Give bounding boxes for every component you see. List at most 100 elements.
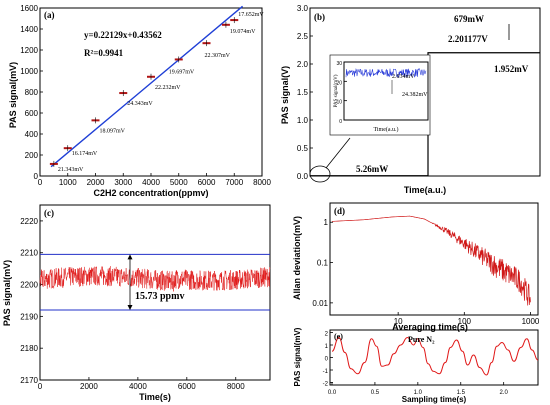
panel-e-trace (331, 336, 539, 376)
panel-c-noise-trace (39, 266, 271, 292)
panel-d-ytick-label: 1 (324, 218, 329, 227)
panel-b-inset-ytick-label: 0 (339, 119, 342, 125)
panel-a-ytick-label: 0 (34, 172, 39, 181)
panel-a-point-label: 22.307mV (205, 53, 231, 59)
panel-a-xtick-label: 0 (38, 178, 43, 187)
panel-c-ytick-label: 2190 (20, 312, 38, 321)
panel-b-high-error: 1.952mV (494, 64, 529, 74)
panel-b-zoom-arrow (325, 137, 351, 169)
panel-d-xlabel: Averaging time(s) (392, 322, 468, 332)
panel-e-ytick-label: -2 (323, 382, 329, 388)
panel-b-high-value: 2.201177V (448, 34, 488, 44)
panel-a-xtick-label: 7000 (225, 178, 243, 187)
panel-a-point-label: 19.697mV (169, 69, 195, 75)
panel-d-xtick-label: 100 (458, 317, 472, 326)
panel-a-fit-line (50, 5, 244, 168)
panel-a-r-squared: R²=0.9941 (84, 48, 124, 58)
panel-e: -2 -1 0 1 2 0.0 0.5 1.0 1.5 2.0 (e) Pure N₂ PAS … (293, 327, 539, 404)
panel-a-ytick-label: 1000 (20, 67, 38, 76)
panel-a-point-label: 22.232mV (155, 85, 181, 91)
panel-e-ytick-label: 1 (325, 344, 329, 350)
panel-e-label: (e) (334, 332, 343, 341)
panel-d-allan-curve (332, 215, 531, 306)
panel-b-inset-ytick-label: 10 (336, 100, 342, 106)
panel-a-xtick-label: 5000 (170, 178, 188, 187)
panel-a-xtick-label: 1000 (59, 178, 77, 187)
panel-e-ytick-label: 0 (325, 357, 329, 363)
panel-b-inset-ytick-label: 30 (336, 61, 342, 67)
panel-a-point-label: 24.343mV (127, 101, 153, 107)
panel-c-frame (39, 204, 271, 381)
panel-a-ytick-label: 1600 (20, 4, 38, 13)
panel-a-xtick-label: 8000 (253, 178, 271, 187)
panel-a: 0 200 400 600 800 1000 1200 1400 1600 0 1000 2000 3… (8, 4, 271, 198)
panel-e-xtick-label: 1.0 (414, 390, 423, 396)
panel-e-annotation: Pure N₂ (408, 335, 435, 344)
panel-b-xlabel: Time(a.u.) (404, 185, 446, 195)
panel-b-ytick-label: 3.0 (297, 4, 309, 13)
panel-b-ylabel: PAS signal(V) (280, 66, 290, 124)
panel-b-ytick-label: 2.0 (297, 60, 309, 69)
panel-e-ytick-label: -1 (323, 369, 329, 375)
panel-b-inset-trace (345, 68, 427, 79)
panel-d-label: (d) (334, 206, 345, 216)
panel-a-ytick-label: 600 (25, 109, 39, 118)
panel-a-label: (a) (44, 10, 55, 20)
panel-a-ylabel: PAS signal(mV) (8, 62, 18, 128)
panel-c-ytick-label: 2220 (20, 217, 38, 226)
panel-b-inset: 0 10 20 30 2.034mV 24.382mV Time(a.u.) PAS … (329, 54, 431, 136)
panel-b-ytick-label: 1.5 (297, 88, 309, 97)
panel-b-inset-mean: 24.382mV (402, 92, 428, 98)
panel-d-xtick-label: 1000 (522, 317, 540, 326)
panel-c-ytick-label: 2170 (20, 376, 38, 385)
panel-d-xtick-label: 10 (394, 317, 403, 326)
panel-a-xlabel: C2H2 concentration(ppmv) (93, 188, 208, 198)
panel-a-point-label: 16.174mV (72, 151, 98, 157)
panel-b-label: (b) (314, 12, 325, 22)
panel-a-ytick-label: 400 (25, 130, 39, 139)
panel-b-inset-error: 2.034mV (392, 74, 415, 80)
panel-a-ytick-label: 1400 (20, 25, 38, 34)
panel-e-xtick-label: 0.0 (328, 390, 337, 396)
panel-e-ylabel: PAS signal(mV) (293, 327, 302, 386)
panel-c-xlabel: Time(s) (139, 392, 171, 402)
panel-d-ylabel: Allan deviation(mV) (292, 216, 302, 300)
panel-c-ylabel: PAS signal(mV) (2, 260, 12, 326)
panel-c-xtick-label: 0 (38, 382, 43, 391)
panel-c-xtick-label: 2000 (80, 382, 98, 391)
panel-c: 2170 2180 2190 2200 2210 2220 0 2000 4000 6000 80… (2, 204, 271, 402)
panel-b-inset-frame (343, 61, 429, 121)
panel-c-ytick-label: 2180 (20, 344, 38, 353)
panel-c-ytick-label: 2210 (20, 249, 38, 258)
panel-b-inset-xlabel: Time(a.u.) (373, 126, 398, 133)
panel-d-ytick-label: 0.1 (317, 259, 329, 268)
panel-b-zoom-circle (309, 165, 331, 183)
panel-a-xtick-label: 4000 (142, 178, 160, 187)
panel-b-ytick-label: 0.5 (297, 144, 309, 153)
panel-d-ytick-label: 0.01 (312, 299, 328, 308)
panel-b-inset-frame-outer (329, 54, 431, 136)
panel-e-xtick-label: 2.0 (499, 390, 508, 396)
panel-b-inset-ylabel: PAS signal(mV) (334, 74, 339, 107)
panel-b-ytick-label: 2.5 (297, 32, 309, 41)
panel-c-annotation: 15.73 ppmv (135, 291, 184, 302)
panel-e-xtick-label: 0.5 (371, 390, 380, 396)
panel-b-ytick-label: 0.0 (297, 172, 309, 181)
panel-a-ytick-label: 1200 (20, 46, 38, 55)
panel-c-xtick-label: 6000 (178, 382, 196, 391)
panel-a-point-label: 17.652mV (238, 12, 264, 18)
panel-a-xtick-label: 3000 (114, 178, 132, 187)
panel-c-xtick-label: 8000 (227, 382, 245, 391)
panel-b-inset-ytick-label: 20 (336, 80, 342, 86)
panel-e-xtick-label: 1.5 (457, 390, 466, 396)
panel-c-label: (c) (44, 208, 54, 218)
panel-a-point-label: 19.074mV (230, 29, 256, 35)
panel-a-point-label: 21.343mV (58, 167, 84, 173)
panel-e-xlabel: Sampling time(s) (402, 395, 467, 404)
panel-d-frame (329, 202, 539, 316)
panel-a-xtick-label: 2000 (87, 178, 105, 187)
panel-b-low-power: 5.26mW (356, 164, 388, 174)
panel-b-ytick-label: 1.0 (297, 116, 309, 125)
panel-a-xtick-label: 6000 (198, 178, 216, 187)
